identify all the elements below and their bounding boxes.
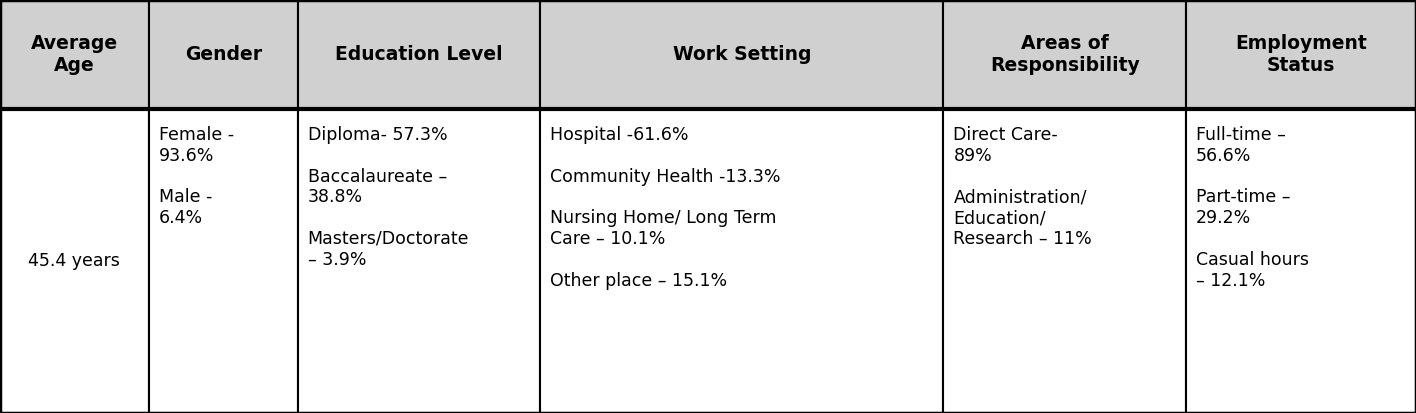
Text: Direct Care-
89%

Administration/
Education/
Research – 11%: Direct Care- 89% Administration/ Educati…	[953, 126, 1092, 248]
Bar	[297, 109, 539, 413]
Text: Hospital -61.6%

Community Health -13.3%

Nursing Home/ Long Term
Care – 10.1%

: Hospital -61.6% Community Health -13.3% …	[549, 126, 780, 290]
Bar	[943, 109, 1185, 413]
Bar	[943, 0, 1185, 109]
Text: Female -
93.6%

Male -
6.4%: Female - 93.6% Male - 6.4%	[159, 126, 234, 227]
Text: Average
Age: Average Age	[31, 34, 118, 75]
Bar	[0, 109, 149, 413]
Bar	[149, 109, 297, 413]
Bar	[0, 0, 149, 109]
Text: Areas of
Responsibility: Areas of Responsibility	[990, 34, 1140, 75]
Text: Diploma- 57.3%

Baccalaureate –
38.8%

Masters/Doctorate
– 3.9%: Diploma- 57.3% Baccalaureate – 38.8% Mas…	[307, 126, 469, 269]
Bar	[1185, 109, 1416, 413]
Text: Education Level: Education Level	[336, 45, 503, 64]
Text: Work Setting: Work Setting	[673, 45, 811, 64]
Bar	[297, 0, 539, 109]
Text: 45.4 years: 45.4 years	[28, 252, 120, 270]
Bar	[539, 109, 943, 413]
Bar	[539, 0, 943, 109]
Text: Full-time –
56.6%

Part-time –
29.2%

Casual hours
– 12.1%: Full-time – 56.6% Part-time – 29.2% Casu…	[1195, 126, 1308, 290]
Text: Employment
Status: Employment Status	[1235, 34, 1366, 75]
Bar	[1185, 0, 1416, 109]
Text: Gender: Gender	[184, 45, 262, 64]
Bar	[149, 0, 297, 109]
